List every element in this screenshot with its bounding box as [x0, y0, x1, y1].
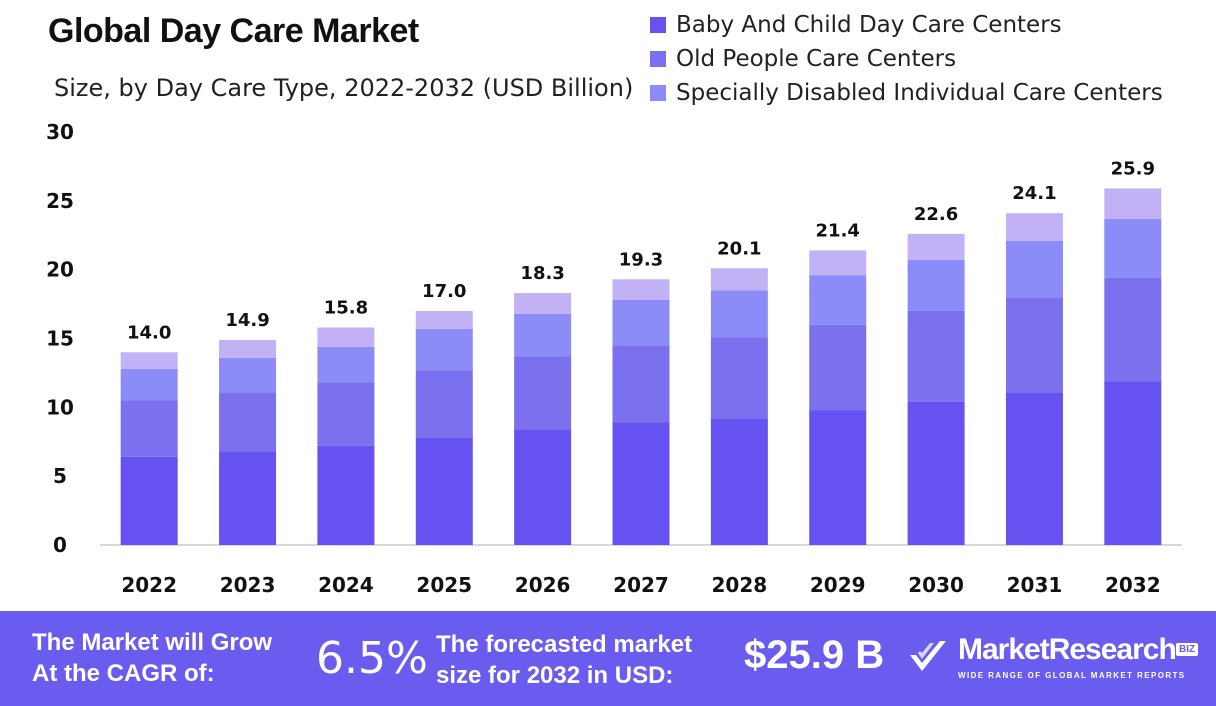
chart-title: Global Day Care Market	[48, 12, 419, 50]
stacked-bar-chart: 05101520253014.0202214.9202315.8202417.0…	[46, 120, 1182, 597]
legend-item-disabled: Specially Disabled Individual Care Cente…	[650, 76, 1163, 110]
x-tick-label: 2024	[318, 573, 374, 597]
bar-segment	[317, 445, 375, 545]
bar-segment	[514, 313, 572, 357]
x-tick-label: 2028	[712, 573, 768, 597]
bar-segment	[710, 337, 768, 419]
bar-segment	[710, 290, 768, 338]
legend-label-disabled: Specially Disabled Individual Care Cente…	[676, 80, 1163, 106]
bar-segment	[219, 451, 277, 545]
x-tick-label: 2027	[613, 573, 669, 597]
footer-banner: The Market will Grow At the CAGR of: 6.5…	[0, 611, 1216, 706]
bar-segment	[415, 310, 473, 329]
bar-segment	[612, 345, 670, 423]
legend-swatch-baby	[650, 17, 666, 33]
bar-segment	[317, 327, 375, 347]
x-tick-label: 2029	[810, 573, 866, 597]
x-tick-label: 2032	[1105, 573, 1161, 597]
bar-segment	[514, 429, 572, 545]
bar-segment	[219, 357, 277, 393]
bar-total-label: 21.4	[816, 220, 860, 241]
bar-segment	[219, 392, 277, 452]
bar-total-label: 18.3	[520, 263, 564, 284]
bar-segment	[317, 382, 375, 446]
bar-segment	[907, 310, 965, 402]
legend-label-old: Old People Care Centers	[676, 46, 957, 72]
bar-segment	[317, 346, 375, 383]
bar-segment	[612, 422, 670, 545]
bar-segment	[907, 233, 965, 261]
y-tick-label: 25	[46, 189, 74, 213]
forecast-size-label: The forecasted market size for 2032 in U…	[436, 631, 693, 689]
brand-name: MarketResearch	[958, 633, 1177, 666]
bar-segment	[710, 418, 768, 545]
y-tick-label: 5	[53, 464, 67, 488]
bar-total-label: 25.9	[1111, 158, 1155, 179]
y-tick-label: 0	[53, 533, 67, 557]
bar-segment	[1104, 218, 1162, 278]
brand-tagline: WIDE RANGE OF GLOBAL MARKET REPORTS	[958, 671, 1186, 680]
bar-segment	[1005, 213, 1063, 241]
bar-segment	[809, 250, 867, 276]
bar-segment	[514, 356, 572, 430]
forecast-size-value: $25.9 B	[744, 633, 885, 677]
bar-segment	[120, 368, 178, 401]
x-tick-label: 2031	[1007, 573, 1063, 597]
bar-segment	[514, 293, 572, 314]
legend-swatch-old	[650, 51, 666, 67]
bar-total-label: 24.1	[1012, 183, 1056, 204]
y-tick-label: 30	[46, 120, 74, 144]
x-tick-label: 2030	[908, 573, 964, 597]
bar-segment	[809, 410, 867, 545]
checkmark-logo-icon	[910, 641, 946, 671]
legend-label-baby: Baby And Child Day Care Centers	[676, 12, 1062, 38]
bar-segment	[415, 370, 473, 438]
x-tick-label: 2026	[515, 573, 571, 597]
legend-item-old: Old People Care Centers	[650, 42, 1163, 76]
bar-segment	[415, 437, 473, 545]
cagr-value: 6.5%	[316, 633, 428, 684]
bar-segment	[1104, 188, 1162, 219]
brand-badge: BIZ	[1176, 643, 1199, 656]
bar-segment	[710, 268, 768, 291]
cagr-label: The Market will Grow At the CAGR of:	[32, 629, 273, 687]
bar-segment	[907, 401, 965, 545]
x-tick-label: 2023	[220, 573, 276, 597]
bar-segment	[612, 299, 670, 346]
bar-total-label: 19.3	[619, 249, 663, 270]
bar-total-label: 14.0	[127, 322, 171, 343]
x-tick-label: 2025	[416, 573, 472, 597]
bar-segment	[612, 279, 670, 300]
bar-segment	[809, 324, 867, 411]
legend: Baby And Child Day Care Centers Old Peop…	[650, 8, 1163, 110]
bar-segment	[219, 339, 277, 358]
bar-segment	[1005, 297, 1063, 393]
chart-subtitle: Size, by Day Care Type, 2022-2032 (USD B…	[54, 74, 634, 102]
y-tick-label: 20	[46, 258, 74, 282]
bar-segment	[1005, 392, 1063, 545]
bar-segment	[1104, 277, 1162, 382]
bar-segment	[1104, 381, 1162, 545]
bar-total-label: 22.6	[914, 204, 958, 225]
bar-total-label: 17.0	[422, 281, 466, 302]
bar-segment	[1005, 240, 1063, 298]
bar-total-label: 20.1	[717, 238, 761, 259]
y-tick-label: 10	[46, 395, 74, 419]
bar-total-label: 14.9	[225, 310, 269, 331]
bar-segment	[415, 328, 473, 371]
brand-logo: MarketResearch BIZ WIDE RANGE OF GLOBAL …	[906, 629, 1206, 695]
x-tick-label: 2022	[121, 573, 177, 597]
y-tick-label: 15	[46, 327, 74, 351]
bar-total-label: 15.8	[324, 297, 368, 318]
bar-segment	[120, 400, 178, 457]
legend-swatch-disabled	[650, 85, 666, 101]
bar-segment	[809, 275, 867, 325]
legend-item-baby: Baby And Child Day Care Centers	[650, 8, 1163, 42]
bar-segment	[120, 352, 178, 369]
bar-segment	[907, 260, 965, 311]
bar-segment	[120, 456, 178, 545]
